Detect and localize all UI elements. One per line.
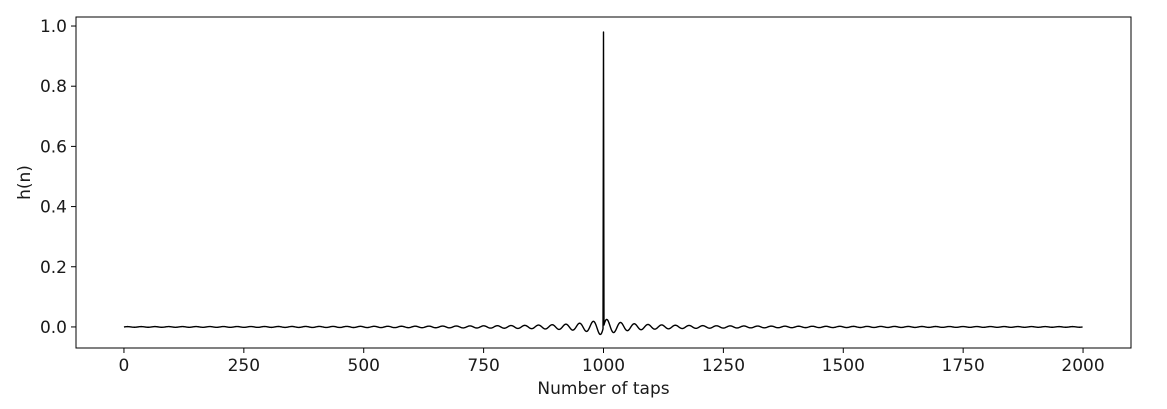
plot-area	[123, 31, 1083, 336]
y-tick-label: 0.8	[40, 77, 67, 97]
x-axis-label: Number of taps	[537, 379, 669, 399]
x-tick-label: 750	[467, 356, 499, 376]
x-tick-label: 1500	[822, 356, 865, 376]
y-tick-label: 1.0	[40, 17, 67, 37]
y-tick-label: 0.2	[40, 258, 67, 278]
x-tick-label: 1750	[942, 356, 985, 376]
x-tick-label: 0	[119, 356, 130, 376]
impulse-response-line	[123, 31, 1083, 336]
x-tick-label: 2000	[1061, 356, 1104, 376]
x-tick-label: 1250	[702, 356, 745, 376]
x-tick-label: 250	[228, 356, 260, 376]
y-tick-label: 0.6	[40, 137, 67, 157]
y-axis-ticks: 0.0 0.2 0.4 0.6 0.8 1.0	[40, 17, 76, 338]
x-tick-label: 500	[348, 356, 380, 376]
y-axis-label: h(n)	[15, 165, 35, 200]
x-axis-ticks: 0 250 500 750 1000 1250 1500 1750 2000	[119, 348, 1105, 376]
y-tick-label: 0.0	[40, 318, 67, 338]
y-tick-label: 0.4	[40, 198, 67, 218]
x-tick-label: 1000	[582, 356, 625, 376]
